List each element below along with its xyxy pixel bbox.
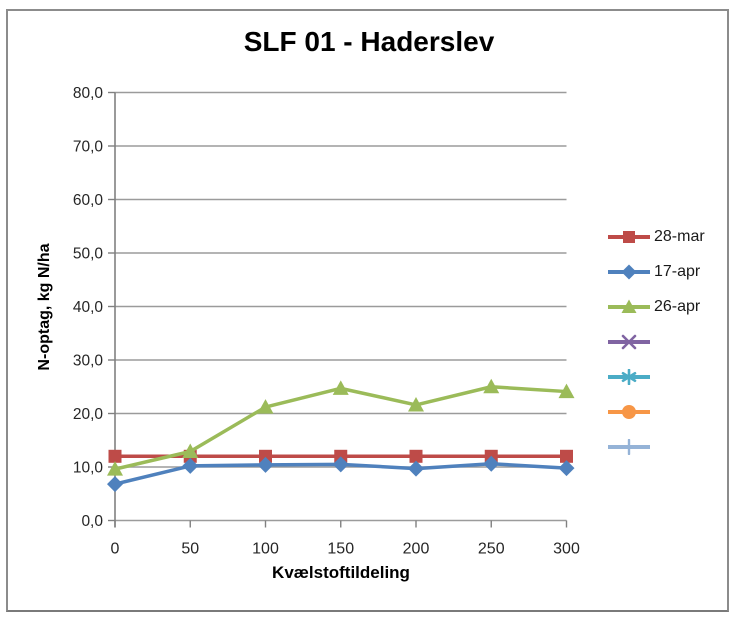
legend-marker-glyph — [621, 334, 637, 350]
x-axis-title: Kvælstoftildeling — [272, 563, 410, 582]
legend-marker-circle — [608, 405, 650, 419]
data-point-26-apr — [483, 378, 500, 394]
y-tick-label: 80,0 — [73, 85, 104, 102]
legend-item-28-mar: 28-mar — [607, 229, 727, 245]
figure-border — [6, 9, 729, 612]
data-point-28-mar — [259, 449, 272, 463]
y-axis-title: N-optag, kg N/ha — [36, 243, 53, 371]
legend-marker-plus — [608, 439, 650, 455]
x-tick-label: 0 — [111, 541, 120, 558]
data-point-17-apr — [107, 476, 123, 493]
x-tick-label: 50 — [181, 541, 199, 558]
y-tick-label: 10,0 — [73, 460, 104, 477]
legend-item — [607, 439, 727, 455]
data-point-28-mar — [334, 449, 348, 463]
legend-marker-glyph — [622, 405, 636, 419]
legend-marker-glyph — [623, 231, 635, 243]
x-tick-label: 250 — [478, 541, 505, 558]
x-tick-label: 200 — [403, 541, 430, 558]
legend-item — [607, 334, 727, 350]
x-tick-label: 150 — [327, 541, 354, 558]
legend-label: 17-apr — [654, 263, 701, 280]
y-tick-label: 20,0 — [73, 406, 104, 423]
legend-marker-diamond — [608, 264, 650, 280]
chart-title: SLF 01 - Haderslev — [243, 26, 495, 57]
data-point-28-mar — [409, 449, 423, 463]
legend-marker-glyph — [621, 264, 637, 280]
data-point-26-apr — [107, 461, 123, 476]
data-point-17-apr — [483, 455, 500, 472]
legend-marker-square — [608, 231, 650, 243]
legend-label: 26-apr — [654, 298, 701, 315]
legend-label: 28-mar — [654, 228, 705, 245]
legend-marker-glyph — [621, 369, 637, 385]
y-tick-label: 50,0 — [73, 246, 104, 263]
legend: 28-mar 17-apr 26-apr — [607, 229, 727, 474]
data-point-26-apr — [408, 396, 424, 412]
data-point-26-apr — [182, 443, 199, 458]
data-point-28-mar — [108, 449, 122, 463]
legend-item-17-apr: 17-apr — [607, 264, 727, 280]
series-lines — [107, 378, 575, 493]
data-point-17-apr — [332, 456, 349, 473]
x-tick-label: 100 — [252, 541, 279, 558]
x-tick-label: 300 — [553, 541, 580, 558]
y-tick-label: 40,0 — [73, 299, 104, 316]
legend-marker-x — [608, 334, 650, 350]
data-point-26-apr — [257, 399, 274, 414]
y-tick-label: 70,0 — [73, 139, 104, 156]
legend-item-26-apr: 26-apr — [607, 299, 727, 315]
data-point-28-mar — [560, 449, 573, 463]
data-point-17-apr — [558, 460, 575, 477]
data-point-26-apr — [558, 383, 575, 399]
data-point-17-apr — [257, 456, 274, 473]
legend-marker-asterisk — [608, 369, 650, 385]
y-tick-label: 60,0 — [73, 192, 104, 209]
y-tick-label: 0,0 — [81, 513, 103, 530]
legend-item — [607, 369, 727, 385]
legend-marker-glyph — [620, 439, 638, 455]
legend-marker-triangle — [608, 299, 650, 313]
tick-labels: 0,0 10,0 20,0 30,0 40,0 50,0 60,0 70,0 80,0 0 50 10… — [73, 85, 580, 558]
y-tick-label: 30,0 — [73, 353, 104, 370]
legend-marker-glyph — [621, 299, 637, 313]
data-point-26-apr — [332, 380, 349, 395]
legend-item — [607, 404, 727, 420]
data-point-17-apr — [408, 460, 424, 477]
data-point-17-apr — [182, 457, 199, 474]
